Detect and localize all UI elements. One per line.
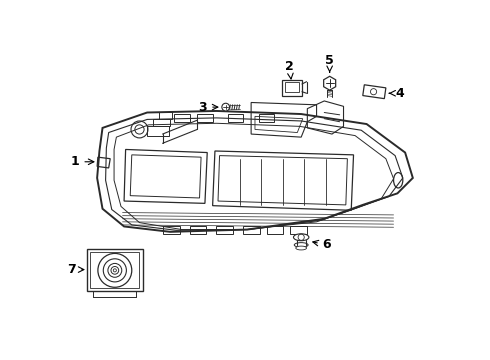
Bar bbox=[159, 112, 172, 119]
Bar bbox=[174, 114, 190, 122]
Text: 3: 3 bbox=[198, 100, 218, 114]
Bar bbox=[259, 114, 274, 122]
Ellipse shape bbox=[294, 243, 308, 247]
Bar bbox=[267, 226, 283, 234]
Bar bbox=[163, 226, 179, 234]
Text: 1: 1 bbox=[71, 155, 94, 168]
Text: 5: 5 bbox=[325, 54, 334, 72]
Bar bbox=[290, 226, 307, 234]
Bar bbox=[197, 114, 213, 122]
Text: 4: 4 bbox=[390, 87, 404, 100]
Bar bbox=[153, 119, 171, 126]
Bar bbox=[228, 114, 244, 122]
Bar bbox=[217, 226, 233, 234]
Polygon shape bbox=[363, 85, 386, 99]
Bar bbox=[282, 80, 302, 95]
Bar bbox=[285, 82, 299, 93]
Bar bbox=[244, 226, 260, 234]
Text: 2: 2 bbox=[285, 60, 294, 79]
Ellipse shape bbox=[296, 246, 307, 250]
Circle shape bbox=[222, 103, 229, 111]
Bar bbox=[90, 252, 140, 288]
Ellipse shape bbox=[294, 234, 309, 241]
Bar bbox=[147, 126, 169, 136]
Text: 7: 7 bbox=[68, 263, 84, 276]
Bar bbox=[87, 249, 143, 291]
Text: 6: 6 bbox=[313, 238, 331, 251]
Bar bbox=[190, 226, 206, 234]
